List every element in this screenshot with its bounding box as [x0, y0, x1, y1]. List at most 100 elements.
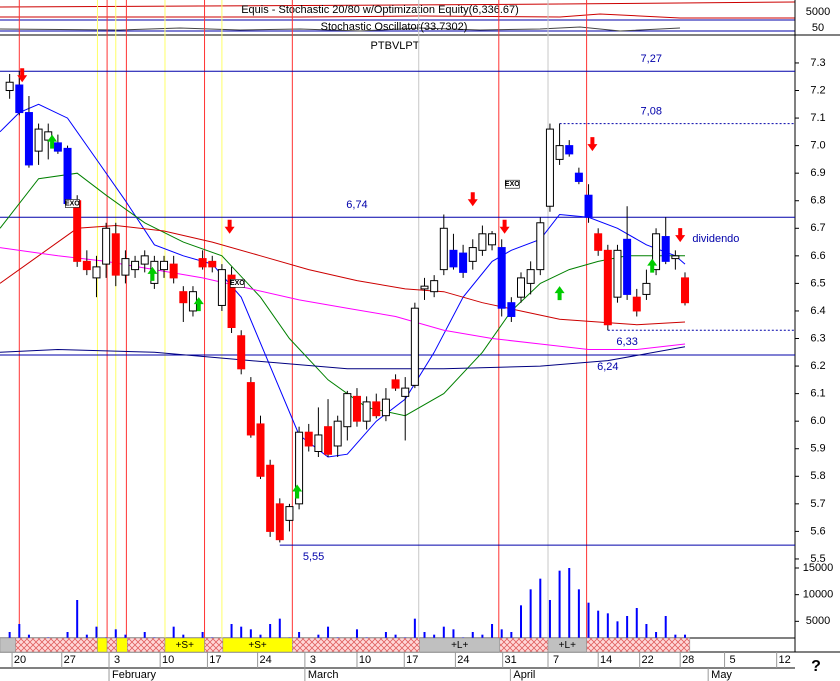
band-label: +L+ [559, 640, 576, 651]
candle-body [198, 258, 207, 268]
indicator-strip: Equis - Stochastic 20/80 w/Optimization … [0, 1, 840, 36]
buy-arrow [47, 134, 58, 149]
candle-body [681, 277, 690, 304]
candle-body [468, 247, 477, 262]
candle-body [266, 464, 275, 532]
annotation-box [65, 199, 80, 208]
x-tick-label: 27 [64, 654, 76, 666]
candle-body [131, 260, 140, 271]
moving-average [0, 103, 686, 458]
candle-body [478, 233, 487, 251]
volume-bar [18, 624, 21, 648]
candle-body [439, 227, 448, 271]
sell-arrow [17, 68, 28, 83]
volume-bar [616, 621, 619, 648]
candle-body [430, 280, 439, 293]
candle-body [584, 194, 593, 218]
volume-bar [172, 626, 175, 648]
level-label: 7,27 [641, 53, 662, 65]
candle-body [362, 401, 371, 422]
y-tick-label: 6.5 [810, 277, 825, 289]
candle-body [24, 112, 33, 166]
y-tick-label: 6.4 [810, 305, 825, 317]
volume-tick-label: 5000 [806, 615, 830, 627]
volume-bar [95, 626, 98, 648]
volume-bar [597, 610, 600, 648]
volume-bar [539, 578, 542, 648]
y-tick-label: 5.9 [810, 443, 825, 455]
moving-average [0, 224, 686, 326]
x-tick-label: 24 [457, 654, 469, 666]
volume-bar [413, 618, 416, 648]
level-label: 6,33 [616, 336, 637, 348]
signal-band [292, 637, 420, 653]
x-tick-label: 31 [505, 654, 517, 666]
candle-body [15, 84, 24, 114]
y-tick-label: 7.3 [810, 57, 825, 69]
candle-body [121, 258, 130, 276]
level-label: 6,24 [597, 361, 618, 373]
x-tick-label: 20 [14, 654, 26, 666]
month-label: March [308, 669, 339, 681]
band-label: +S+ [248, 640, 267, 651]
x-tick-label: 22 [642, 654, 654, 666]
candle-body [246, 382, 255, 436]
annotation-box [230, 279, 245, 288]
candle-body [603, 249, 612, 326]
candle-body [449, 249, 458, 268]
sell-arrow [499, 219, 510, 234]
volume-bar [577, 589, 580, 648]
signal-band [499, 637, 549, 653]
indicator-subtitle: Stochastic Oscillator(33.7302) [321, 21, 468, 33]
candle-body [642, 282, 651, 295]
buy-arrow [292, 484, 303, 499]
candle-body [333, 420, 342, 447]
signal-band [15, 637, 98, 653]
candle-body [324, 426, 333, 455]
candle-body [188, 291, 197, 312]
candle-body [140, 255, 149, 265]
level-label: 6,74 [346, 199, 367, 211]
volume-bar [548, 600, 551, 648]
y-tick-label: 6.8 [810, 195, 825, 207]
volume-bar [269, 624, 272, 648]
volume-bar [587, 602, 590, 648]
x-tick-label: 17 [209, 654, 221, 666]
candle-body [92, 266, 101, 279]
candle-body [169, 263, 178, 279]
candle-body [555, 145, 564, 160]
volume-bar [635, 608, 638, 648]
candle-body [208, 260, 217, 268]
signal-band [204, 637, 224, 653]
y-tick-label: 7.0 [810, 140, 825, 152]
band-label: +S+ [176, 640, 195, 651]
candle-body [34, 128, 43, 152]
x-tick-label: 28 [682, 654, 694, 666]
equity-line [0, 13, 795, 19]
signal-band [127, 637, 166, 653]
candle-body [545, 128, 554, 207]
y-tick-label: 7.1 [810, 112, 825, 124]
candle-body [671, 255, 680, 260]
volume-bar [664, 616, 667, 648]
candle-body [420, 285, 429, 290]
candle-body [343, 393, 352, 428]
band-label: +L+ [451, 640, 468, 651]
y-tick-label: 5.8 [810, 470, 825, 482]
volume-bar [327, 626, 330, 648]
candle-body [497, 247, 506, 309]
x-tick-label: 12 [779, 654, 791, 666]
candle-body [160, 260, 169, 271]
candle-body [632, 296, 641, 312]
moving-average [0, 346, 686, 370]
x-tick-label: 14 [600, 654, 612, 666]
volume-bar [529, 589, 532, 648]
x-tick-label: 3 [310, 654, 316, 666]
candle-body [516, 277, 525, 298]
help-mark[interactable]: ? [811, 658, 821, 675]
candle-body [275, 503, 284, 541]
y-tick-label: 6.0 [810, 415, 825, 427]
y-tick-label: 6.9 [810, 167, 825, 179]
candle-body [652, 233, 661, 271]
